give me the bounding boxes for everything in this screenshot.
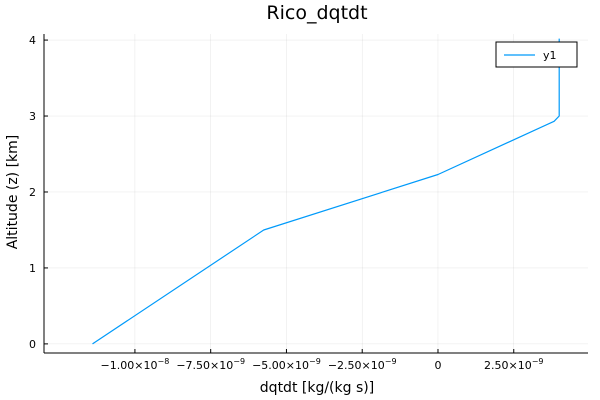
y-axis-label: Altitude (z) [km]: [5, 135, 21, 250]
x-tick-label-3: −2.50×10−9: [328, 357, 397, 372]
x-tick-label-4: 0: [434, 359, 441, 372]
y-tick-label-4: 4: [29, 34, 36, 47]
y-tick-label-2: 2: [29, 186, 36, 199]
plot-area: [43, 34, 588, 354]
x-tick-label-5: 2.50×10−9: [484, 357, 544, 372]
x-tick-label-2: −5.00×10−9: [252, 357, 321, 372]
series-line-y1: [92, 38, 560, 345]
chart-title: Rico_dqtdt: [266, 2, 367, 24]
x-tick-label-0: −1.00×10−8: [101, 357, 170, 372]
x-axis-label: dqtdt [kg/(kg s)]: [260, 380, 374, 396]
series-layer: [92, 38, 560, 345]
x-tick-label-1: −7.50×10−9: [176, 357, 245, 372]
y-axis: 0 1 2 3 4: [29, 34, 48, 351]
x-axis: −1.00×10−8 −7.50×10−9 −5.00×10−9 −2.50×10−9…: [101, 349, 544, 372]
y-tick-label-3: 3: [29, 110, 36, 123]
legend-label: y1: [543, 49, 557, 62]
y-tick-label-1: 1: [29, 262, 36, 275]
grid: [44, 34, 588, 353]
legend: y1: [495, 41, 578, 68]
y-tick-label-0: 0: [29, 338, 36, 351]
